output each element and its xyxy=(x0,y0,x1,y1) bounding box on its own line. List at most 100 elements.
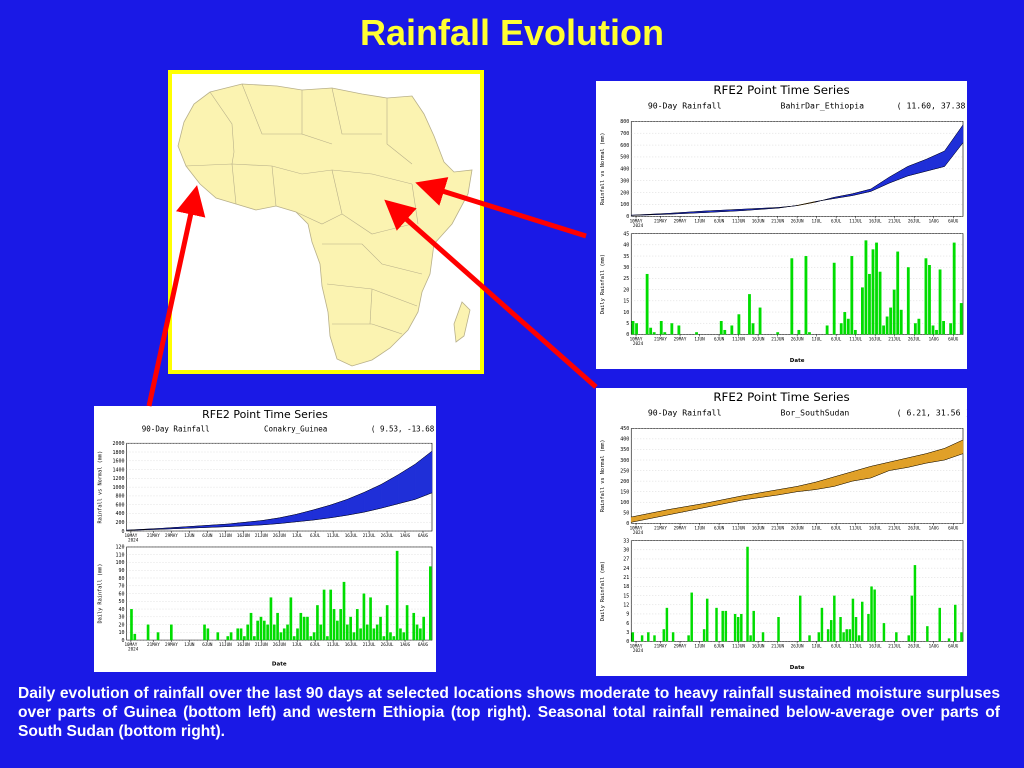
daily-bar xyxy=(329,589,333,641)
daily-bar xyxy=(928,265,931,335)
daily-bar xyxy=(687,635,690,642)
xtick-label: 16JUL xyxy=(345,533,358,539)
bottom-ytick-label: 40 xyxy=(623,243,629,249)
xtick-label: 6AUG xyxy=(948,525,959,531)
xtick-label: 1JUL xyxy=(812,643,823,649)
daily-bar xyxy=(842,632,845,642)
top-ytick-label: 500 xyxy=(620,155,629,161)
daily-bar xyxy=(146,624,150,641)
xlabel-date: Date xyxy=(272,661,287,667)
daily-bar xyxy=(867,613,870,642)
xtick-label: 16JUL xyxy=(345,642,358,648)
daily-bar xyxy=(249,612,253,641)
xtick-label: 11JUN xyxy=(732,218,745,224)
daily-bar xyxy=(721,610,724,642)
top-ytick-label: 0 xyxy=(626,214,629,220)
daily-bar xyxy=(269,597,273,641)
bottom-ytick-label: 35 xyxy=(623,254,629,260)
xtick-label: 21JUL xyxy=(888,218,901,224)
daily-bar xyxy=(342,581,346,641)
xtick-label: 29MAY xyxy=(165,642,178,648)
bottom-ylabel: Daily Rainfall (mm) xyxy=(600,561,606,621)
daily-bar xyxy=(777,617,780,642)
top-ytick-label: 0 xyxy=(626,521,629,527)
daily-bar xyxy=(339,609,343,641)
daily-bar xyxy=(419,628,422,641)
top-ytick-label: 1800 xyxy=(112,450,124,456)
bottom-ytick-label: 18 xyxy=(623,584,629,590)
daily-bar xyxy=(206,628,210,641)
daily-bar xyxy=(864,240,868,335)
bottom-plot-frame xyxy=(630,540,964,642)
daily-bar xyxy=(272,624,276,641)
xtick-label: 11JUL xyxy=(849,336,862,342)
top-ytick-label: 1200 xyxy=(112,476,124,482)
location-label: Conakry_Guinea xyxy=(264,424,327,433)
xtick-label: 11JUL xyxy=(327,642,340,648)
top-ytick-label: 400 xyxy=(115,511,124,517)
year-label: 2024 xyxy=(633,648,644,654)
area-segment xyxy=(397,463,416,505)
daily-bar xyxy=(659,321,663,335)
xtick-label: 1AUG xyxy=(929,643,940,649)
bottom-ytick-label: 3 xyxy=(626,630,629,636)
daily-bar xyxy=(662,629,666,642)
daily-bar xyxy=(736,617,740,642)
xtick-label: 11JUL xyxy=(849,525,862,531)
daily-bar xyxy=(326,636,329,641)
xtick-label: 16JUL xyxy=(869,643,882,649)
xtick-label: 26JUL xyxy=(908,643,921,649)
daily-bar xyxy=(954,604,957,642)
top-ytick-label: 600 xyxy=(115,502,124,508)
area-segment xyxy=(944,124,964,168)
xtick-label: 10MAY xyxy=(630,336,643,342)
daily-bar xyxy=(917,318,921,335)
normal-line xyxy=(631,142,964,216)
bottom-ytick-label: 0 xyxy=(626,639,629,645)
chart-panel-southsudan: RFE2 Point Time Series 90-Day Rainfall Bor… xyxy=(596,388,967,676)
area-segment xyxy=(925,448,945,464)
daily-bar xyxy=(878,271,882,335)
area-segment xyxy=(925,150,945,172)
daily-bar xyxy=(882,325,886,335)
daily-bar xyxy=(749,635,752,642)
xtick-label: 11JUL xyxy=(849,643,862,649)
top-ytick-label: 2000 xyxy=(112,441,124,447)
top-ytick-label: 450 xyxy=(620,426,629,432)
xtick-label: 1AUG xyxy=(929,336,940,342)
daily-bar xyxy=(665,607,669,642)
daily-bar xyxy=(365,624,369,641)
xtick-label: 16JUN xyxy=(237,533,250,539)
area-segment xyxy=(852,466,872,482)
daily-bar xyxy=(412,612,416,641)
daily-bar xyxy=(243,636,246,641)
daily-bar xyxy=(942,321,946,335)
top-ytick-label: 800 xyxy=(115,494,124,500)
top-ytick-label: 1000 xyxy=(112,485,124,491)
chart-southsudan: RFE2 Point Time Series 90-Day Rainfall Bor… xyxy=(600,390,967,671)
bottom-ytick-label: 12 xyxy=(623,603,629,609)
bottom-ytick-label: 24 xyxy=(623,566,629,572)
africa-map-icon xyxy=(172,74,480,370)
area-segment xyxy=(704,495,743,508)
daily-bar xyxy=(677,325,681,335)
daily-bar xyxy=(804,256,808,335)
panel-title: RFE2 Point Time Series xyxy=(202,408,328,421)
bottom-ylabel: Daily Rainfall (mm) xyxy=(600,254,606,314)
xtick-label: 21MAY xyxy=(147,642,160,648)
bottom-ytick-label: 9 xyxy=(626,612,629,618)
top-ytick-label: 300 xyxy=(620,458,629,464)
xtick-label: 6JUN xyxy=(202,533,213,539)
xtick-label: 21MAY xyxy=(654,643,667,649)
area-segment xyxy=(870,461,890,479)
bottom-ytick-label: 80 xyxy=(118,576,124,582)
xtick-label: 6JUN xyxy=(202,642,213,648)
xtick-label: 21JUL xyxy=(363,642,376,648)
daily-bar xyxy=(829,620,833,642)
xtick-label: 21JUN xyxy=(771,525,784,531)
top-ytick-label: 200 xyxy=(115,520,124,526)
subtitle-90day: 90-Day Rainfall xyxy=(648,100,722,110)
daily-bar xyxy=(653,635,656,642)
year-label: 2024 xyxy=(633,530,644,536)
bottom-ytick-label: 10 xyxy=(623,310,629,316)
